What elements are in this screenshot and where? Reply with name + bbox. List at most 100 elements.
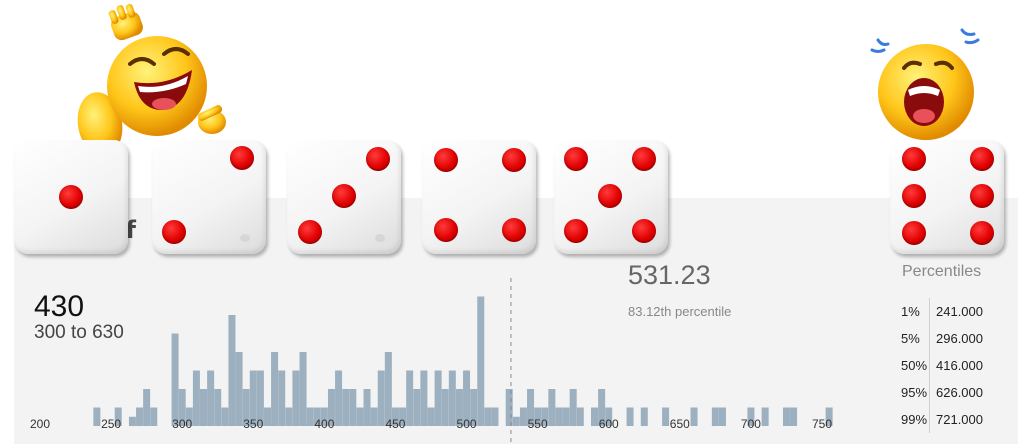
pip bbox=[564, 147, 588, 171]
histogram-bar bbox=[178, 389, 186, 426]
histogram-bar bbox=[505, 389, 513, 426]
histogram-bar bbox=[576, 407, 584, 426]
histogram-bar bbox=[463, 370, 471, 426]
die-shine bbox=[375, 234, 385, 242]
histogram-bar bbox=[200, 389, 208, 426]
histogram-bar bbox=[761, 407, 769, 426]
histogram-bar bbox=[718, 407, 726, 426]
x-tick-label: 600 bbox=[599, 417, 619, 431]
histogram-bar bbox=[263, 407, 271, 426]
percentiles-title: Percentiles bbox=[902, 263, 982, 280]
x-tick-label: 200 bbox=[30, 417, 50, 431]
histogram-bar bbox=[327, 389, 335, 426]
histogram-bar bbox=[363, 389, 371, 426]
histogram-bar bbox=[306, 407, 314, 426]
histogram-bar bbox=[591, 407, 599, 426]
histogram-bar bbox=[548, 389, 556, 426]
histogram-bar bbox=[342, 389, 350, 426]
histogram-bar bbox=[313, 407, 321, 426]
histogram-bar bbox=[406, 370, 414, 426]
percentile-value: 416.000 bbox=[936, 358, 983, 373]
x-tick-label: 350 bbox=[243, 417, 263, 431]
x-tick-label: 650 bbox=[670, 417, 690, 431]
histogram-bar bbox=[519, 407, 527, 426]
pip bbox=[59, 185, 83, 209]
histogram-bar bbox=[242, 389, 250, 426]
histogram-bar bbox=[370, 407, 378, 426]
histogram-chart: 200 250 300 350 400 450 500 550 600 650 700 750 bbox=[30, 278, 833, 444]
pip bbox=[970, 184, 994, 208]
histogram-bar bbox=[228, 315, 236, 426]
pip bbox=[902, 221, 926, 245]
histogram-bar bbox=[93, 407, 101, 426]
histogram-bar bbox=[427, 407, 435, 426]
percentile-key: 95% bbox=[897, 379, 930, 406]
histogram-bar bbox=[299, 352, 307, 426]
histogram-bar bbox=[441, 389, 449, 426]
percentiles-table: 1% 241.000 5% 296.000 50% 416.000 95% 626.00… bbox=[897, 298, 998, 433]
pip bbox=[502, 218, 526, 242]
laughing-face-icon bbox=[77, 4, 226, 156]
percentile-row: 5% 296.000 bbox=[897, 325, 998, 352]
histogram-bar bbox=[434, 370, 442, 426]
pip bbox=[902, 184, 926, 208]
summary-range: 300 to 630 bbox=[34, 322, 124, 343]
histogram-bar bbox=[662, 407, 670, 426]
histogram-bar bbox=[143, 389, 151, 426]
x-tick-label: 500 bbox=[457, 417, 477, 431]
histogram-bar bbox=[420, 370, 428, 426]
histogram-bar bbox=[292, 370, 300, 426]
pip bbox=[970, 147, 994, 171]
histogram-bar bbox=[562, 407, 570, 426]
pip bbox=[230, 146, 254, 170]
histogram-bar bbox=[484, 407, 492, 426]
pip bbox=[366, 147, 390, 171]
histogram-bar bbox=[249, 370, 257, 426]
x-tick-label: 250 bbox=[101, 417, 121, 431]
histogram-bar bbox=[626, 407, 634, 426]
pip bbox=[970, 221, 994, 245]
histogram-bar bbox=[470, 389, 478, 426]
percentile-key: 99% bbox=[897, 406, 930, 433]
pip bbox=[632, 219, 656, 243]
histogram-bar bbox=[136, 407, 144, 426]
histogram-bar bbox=[256, 370, 264, 426]
pip bbox=[564, 219, 588, 243]
summary-value: 430 bbox=[34, 290, 85, 323]
die-two bbox=[152, 140, 266, 254]
x-tick-label: 450 bbox=[385, 417, 405, 431]
histogram-bar bbox=[150, 407, 158, 426]
histogram-bar bbox=[455, 389, 463, 426]
histogram-bar bbox=[711, 407, 719, 426]
x-tick-label: 400 bbox=[314, 417, 334, 431]
crying-face-icon bbox=[870, 28, 980, 140]
histogram-bar bbox=[271, 352, 279, 426]
histogram-bar bbox=[235, 352, 243, 426]
histogram-bar bbox=[555, 407, 563, 426]
pip bbox=[298, 220, 322, 244]
pip bbox=[902, 147, 926, 171]
histogram-bar bbox=[185, 407, 193, 426]
histogram-bar bbox=[221, 407, 229, 426]
x-tick-label: 550 bbox=[528, 417, 548, 431]
pip bbox=[434, 218, 458, 242]
histogram-bar bbox=[605, 407, 613, 426]
histogram-bar bbox=[413, 389, 421, 426]
histogram-bar bbox=[569, 389, 577, 426]
histogram-bar bbox=[356, 407, 364, 426]
histogram-bar bbox=[278, 370, 286, 426]
histogram-bar bbox=[690, 407, 698, 426]
histogram-bar bbox=[527, 389, 535, 426]
die-three bbox=[287, 140, 401, 254]
histogram-bar bbox=[320, 407, 328, 426]
pip bbox=[162, 220, 186, 244]
histogram-bar bbox=[128, 416, 136, 426]
percentile-key: 1% bbox=[897, 298, 930, 325]
histogram-bar bbox=[192, 370, 200, 426]
percentile-row: 99% 721.000 bbox=[897, 406, 998, 433]
die-four bbox=[422, 140, 536, 254]
percentile-row: 1% 241.000 bbox=[897, 298, 998, 325]
histogram-bar bbox=[349, 389, 357, 426]
x-tick-label: 750 bbox=[812, 417, 832, 431]
histogram-bar bbox=[541, 407, 549, 426]
